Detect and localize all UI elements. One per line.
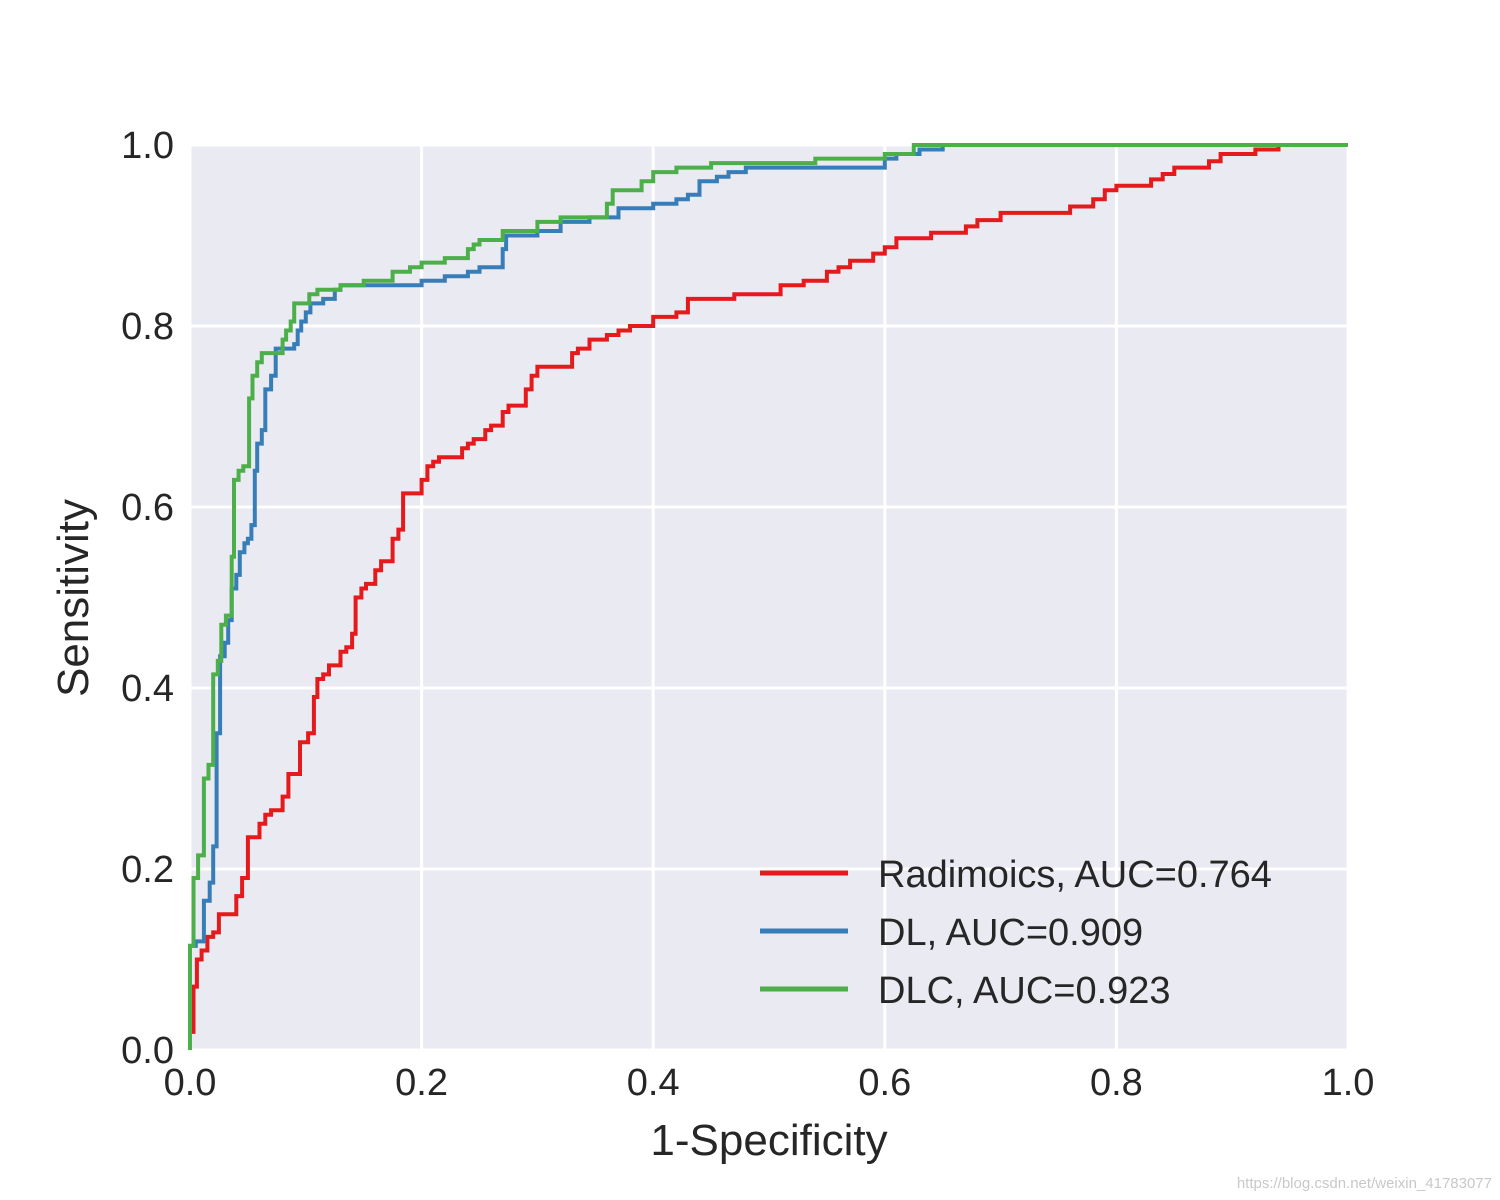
y-tick-label: 1.0 [121, 125, 174, 167]
y-tick-label: 0.2 [121, 849, 174, 891]
roc-series-line-3 [188, 143, 1348, 1050]
watermark: https://blog.csdn.net/weixin_41783077 [1237, 1175, 1492, 1192]
grid-lines [188, 143, 1350, 1052]
y-axis-title: Sensitivity [49, 499, 98, 697]
y-tick-label: 0.0 [121, 1030, 174, 1072]
legend-label: Radimoics, AUC=0.764 [878, 854, 1272, 896]
x-tick-label: 1.0 [1322, 1062, 1375, 1104]
x-tick-label: 0.2 [395, 1062, 448, 1104]
x-tick-label: 0.6 [858, 1062, 911, 1104]
legend-label: DL, AUC=0.909 [878, 912, 1143, 954]
legend-label: DLC, AUC=0.923 [878, 970, 1171, 1012]
x-tick-label: 0.4 [627, 1062, 680, 1104]
y-tick-label: 0.6 [121, 487, 174, 529]
x-tick-label: 0.8 [1090, 1062, 1143, 1104]
y-tick-label: 0.8 [121, 306, 174, 348]
x-axis-title: 1-Specificity [650, 1116, 887, 1165]
roc-series-line-1 [188, 143, 1325, 1050]
x-tick-label: 0.0 [164, 1062, 217, 1104]
roc-series-line-2 [188, 143, 1348, 1050]
y-tick-label: 0.4 [121, 668, 174, 710]
series-lines [188, 143, 1348, 1050]
tick-labels: 0.0 0.2 0.4 0.6 0.8 1.0 0.0 0.2 0.4 0.6 0.8 1.0 [121, 125, 1374, 1104]
legend: Radimoics, AUC=0.764 DL, AUC=0.909 DLC, AU… [760, 854, 1272, 1012]
